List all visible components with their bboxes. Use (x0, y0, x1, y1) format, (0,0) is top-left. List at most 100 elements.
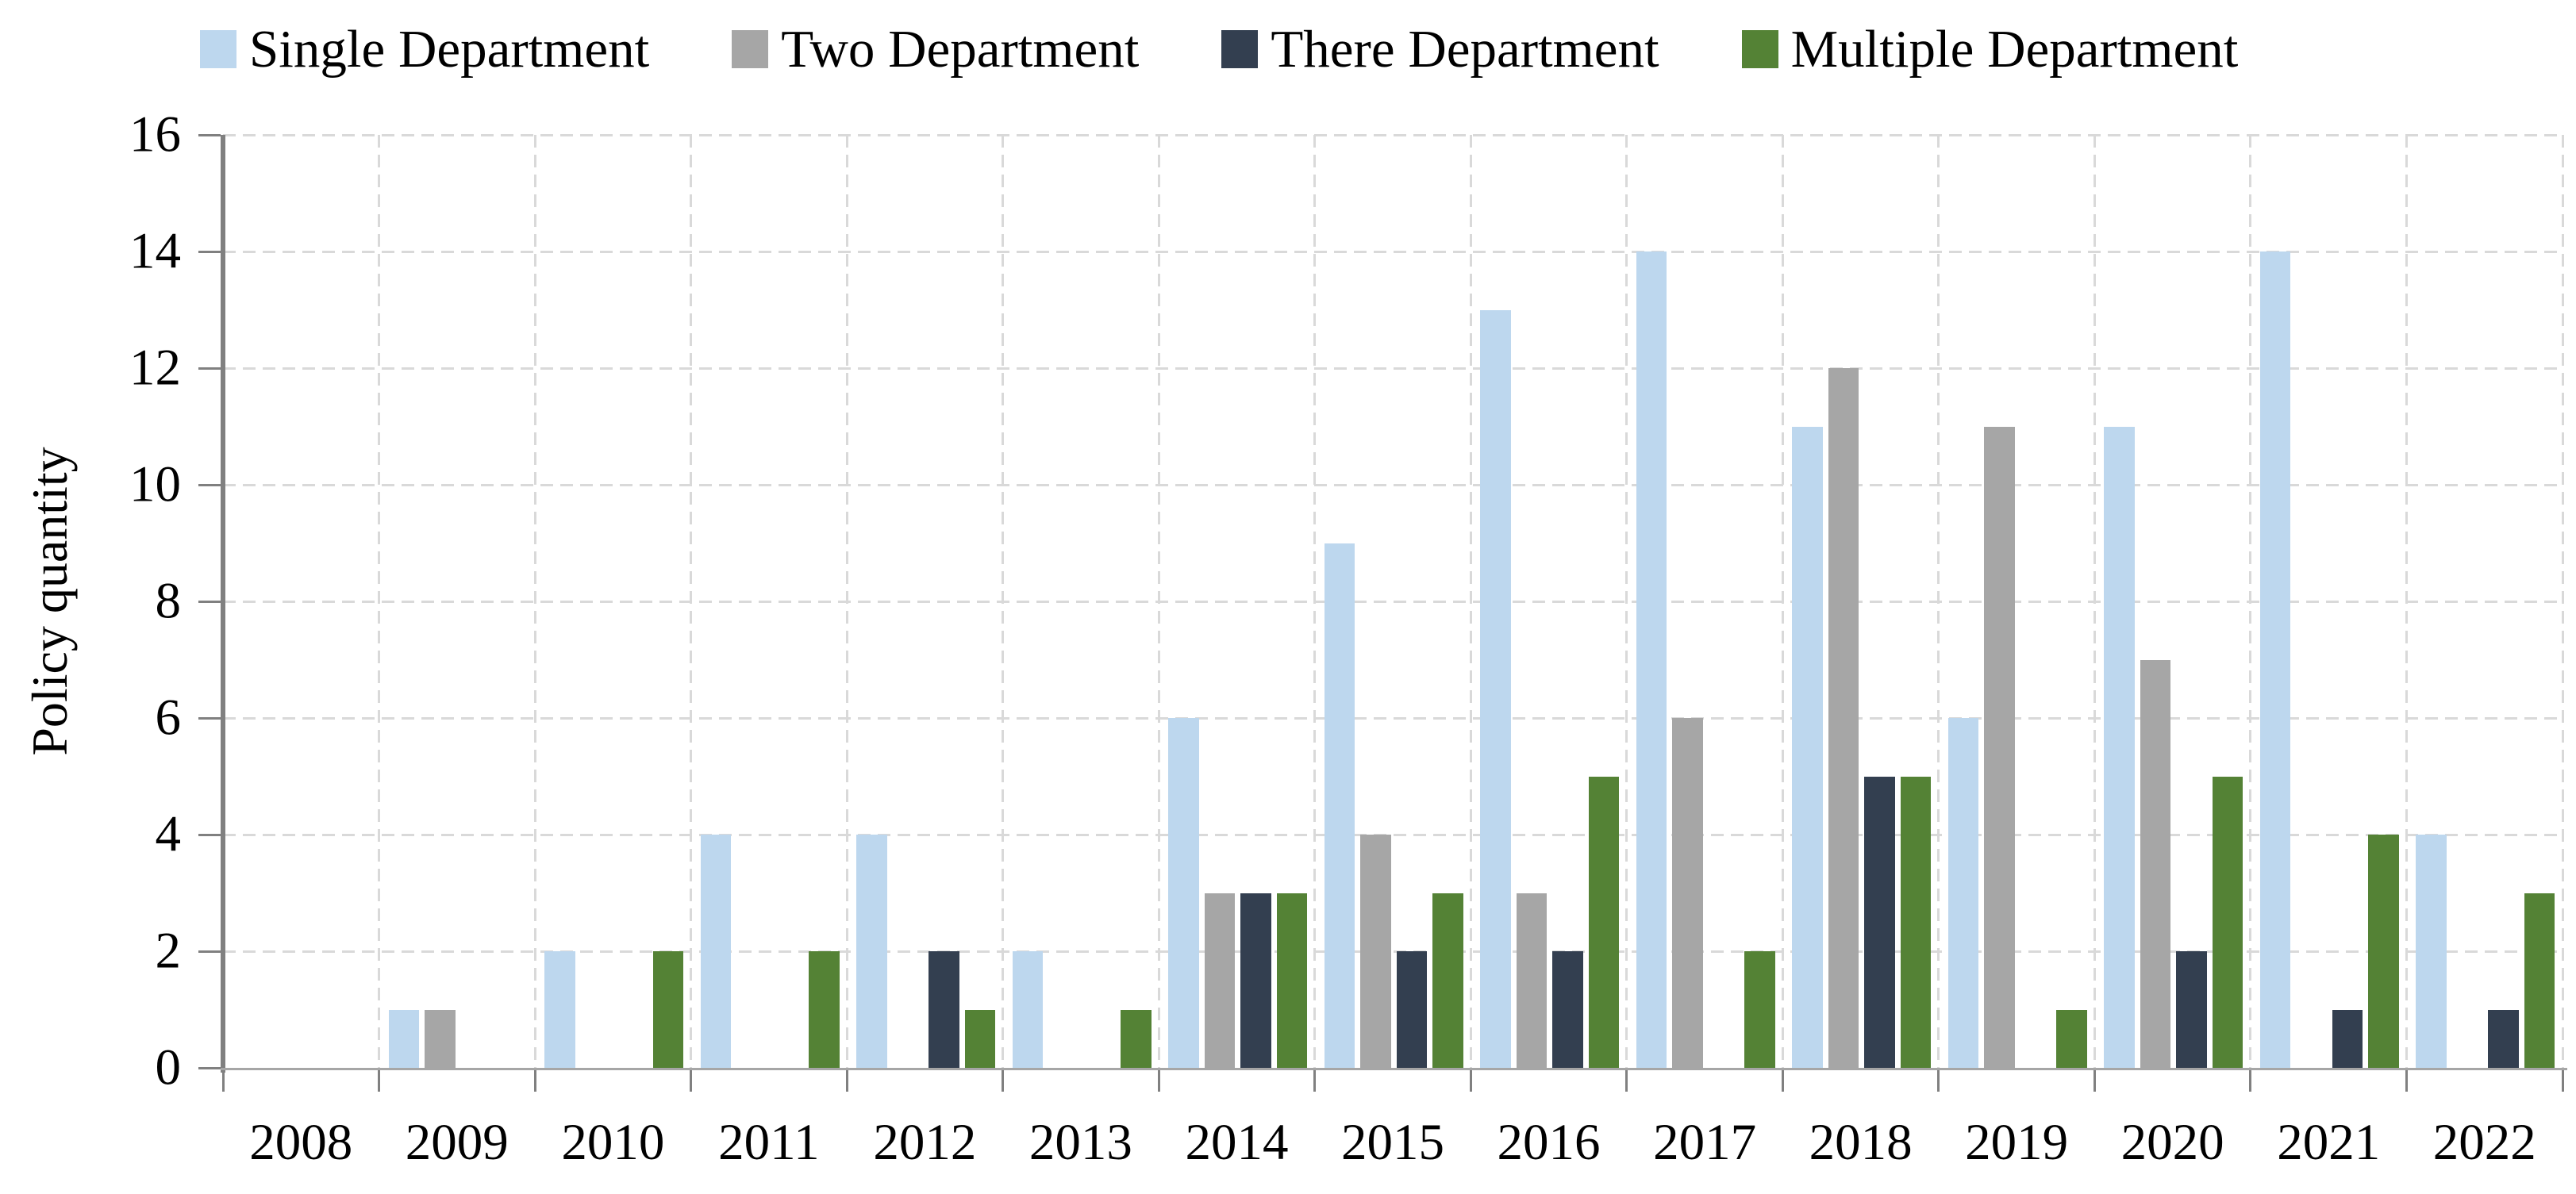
x-axis-tick (2405, 1070, 2408, 1092)
x-tick-label: 2009 (405, 1114, 509, 1171)
legend-item-there-department: There Department (1221, 19, 1659, 79)
x-axis-tick (1625, 1070, 1628, 1092)
legend-label: Multiple Department (1790, 19, 2239, 79)
x-axis-tick (1313, 1070, 1317, 1092)
y-axis-tick (198, 716, 221, 720)
bar-single-department-2020 (2104, 426, 2135, 1068)
y-axis-tick (198, 600, 221, 603)
bar-there-department-2014 (1240, 893, 1271, 1068)
bar-two-department-2015 (1360, 835, 1391, 1068)
horizontal-gridline (223, 133, 2563, 136)
bar-multiple-department-2016 (1588, 776, 1620, 1068)
x-axis-tick (533, 1070, 536, 1092)
y-tick-label: 10 (129, 455, 181, 513)
horizontal-gridline (223, 483, 2563, 486)
bar-multiple-department-2011 (809, 951, 840, 1068)
chart-legend: Single Department Two Department There Dep… (200, 10, 2238, 89)
x-tick-label: 2019 (1965, 1114, 2069, 1171)
bar-there-department-2018 (1864, 776, 1895, 1068)
x-axis-tick (2249, 1070, 2252, 1092)
y-tick-label: 4 (155, 805, 182, 863)
vertical-gridline (2561, 135, 2564, 1068)
x-tick-label: 2017 (1653, 1114, 1757, 1171)
x-tick-label: 2011 (718, 1114, 820, 1171)
y-axis-tick (198, 950, 221, 953)
y-axis-tick (198, 367, 221, 370)
bar-single-department-2015 (1324, 543, 1355, 1068)
bar-there-department-2016 (1552, 951, 1583, 1068)
legend-item-single-department: Single Department (200, 19, 650, 79)
y-tick-label: 0 (155, 1039, 182, 1096)
x-tick-label: 2016 (1497, 1114, 1601, 1171)
legend-swatch-icon (200, 30, 236, 68)
horizontal-gridline (223, 367, 2563, 370)
legend-label: Single Department (249, 19, 650, 79)
x-axis-tick (690, 1070, 693, 1092)
x-tick-label: 2013 (1028, 1114, 1132, 1171)
horizontal-gridline (223, 716, 2563, 720)
horizontal-gridline (223, 250, 2563, 253)
bar-two-department-2017 (1672, 718, 1703, 1068)
bar-single-department-2013 (1012, 951, 1044, 1068)
y-tick-label: 14 (129, 222, 181, 280)
bar-multiple-department-2010 (652, 951, 684, 1068)
legend-item-multiple-department: Multiple Department (1741, 19, 2239, 79)
y-tick-label: 12 (129, 339, 181, 397)
x-tick-label: 2008 (249, 1114, 353, 1171)
bar-two-department-2018 (1828, 368, 1859, 1068)
y-axis-tick (198, 833, 221, 836)
bar-there-department-2015 (1396, 951, 1428, 1068)
bar-there-department-2012 (929, 951, 959, 1068)
x-tick-label: 2022 (2432, 1114, 2536, 1171)
bar-multiple-department-2018 (1900, 776, 1932, 1068)
bar-single-department-2010 (544, 951, 575, 1068)
x-axis-tick (1781, 1070, 1784, 1092)
y-axis-tick (198, 483, 221, 486)
bar-two-department-2014 (1204, 893, 1236, 1068)
bar-multiple-department-2014 (1276, 893, 1308, 1068)
y-axis-tick (198, 1066, 221, 1069)
horizontal-gridline (223, 833, 2563, 836)
bar-multiple-department-2013 (1121, 1009, 1152, 1068)
bar-multiple-department-2020 (2212, 776, 2243, 1068)
bar-single-department-2019 (1947, 718, 1979, 1068)
x-axis-line (221, 1068, 2567, 1070)
y-tick-label: 16 (129, 106, 181, 163)
horizontal-gridline (223, 950, 2563, 953)
x-axis-tick (378, 1070, 381, 1092)
bar-single-department-2014 (1168, 718, 1199, 1068)
bar-there-department-2020 (2176, 951, 2207, 1068)
x-tick-label: 2012 (873, 1114, 977, 1171)
x-tick-label: 2020 (2120, 1114, 2224, 1171)
x-tick-label: 2018 (1809, 1114, 1913, 1171)
bar-two-department-2016 (1516, 893, 1548, 1068)
bar-multiple-department-2012 (964, 1009, 996, 1068)
legend-label: There Department (1271, 19, 1659, 79)
x-axis-tick (2561, 1070, 2564, 1092)
legend-swatch-icon (1221, 30, 1259, 68)
x-axis-tick (221, 1070, 225, 1092)
y-tick-label: 2 (155, 922, 182, 980)
legend-swatch-icon (732, 30, 769, 68)
bar-there-department-2021 (2332, 1009, 2363, 1068)
x-tick-label: 2015 (1340, 1114, 1444, 1171)
y-axis-line (221, 135, 225, 1073)
y-axis-tick (198, 133, 221, 136)
bar-two-department-2019 (1984, 426, 2015, 1068)
bar-multiple-department-2017 (1744, 951, 1775, 1068)
bar-two-department-2020 (2140, 659, 2171, 1068)
legend-label: Two Department (781, 19, 1140, 79)
bar-two-department-2009 (425, 1009, 456, 1068)
x-tick-label: 2010 (561, 1114, 665, 1171)
bar-multiple-department-2015 (1432, 893, 1463, 1068)
bar-multiple-department-2019 (2056, 1009, 2087, 1068)
x-axis-tick (1157, 1070, 1160, 1092)
bar-single-department-2017 (1636, 251, 1667, 1068)
x-axis-tick (2093, 1070, 2096, 1092)
bar-multiple-department-2022 (2524, 893, 2555, 1068)
y-tick-label: 6 (155, 689, 182, 747)
bar-single-department-2021 (2259, 251, 2291, 1068)
bar-multiple-department-2021 (2368, 835, 2399, 1068)
horizontal-gridline (223, 600, 2563, 603)
